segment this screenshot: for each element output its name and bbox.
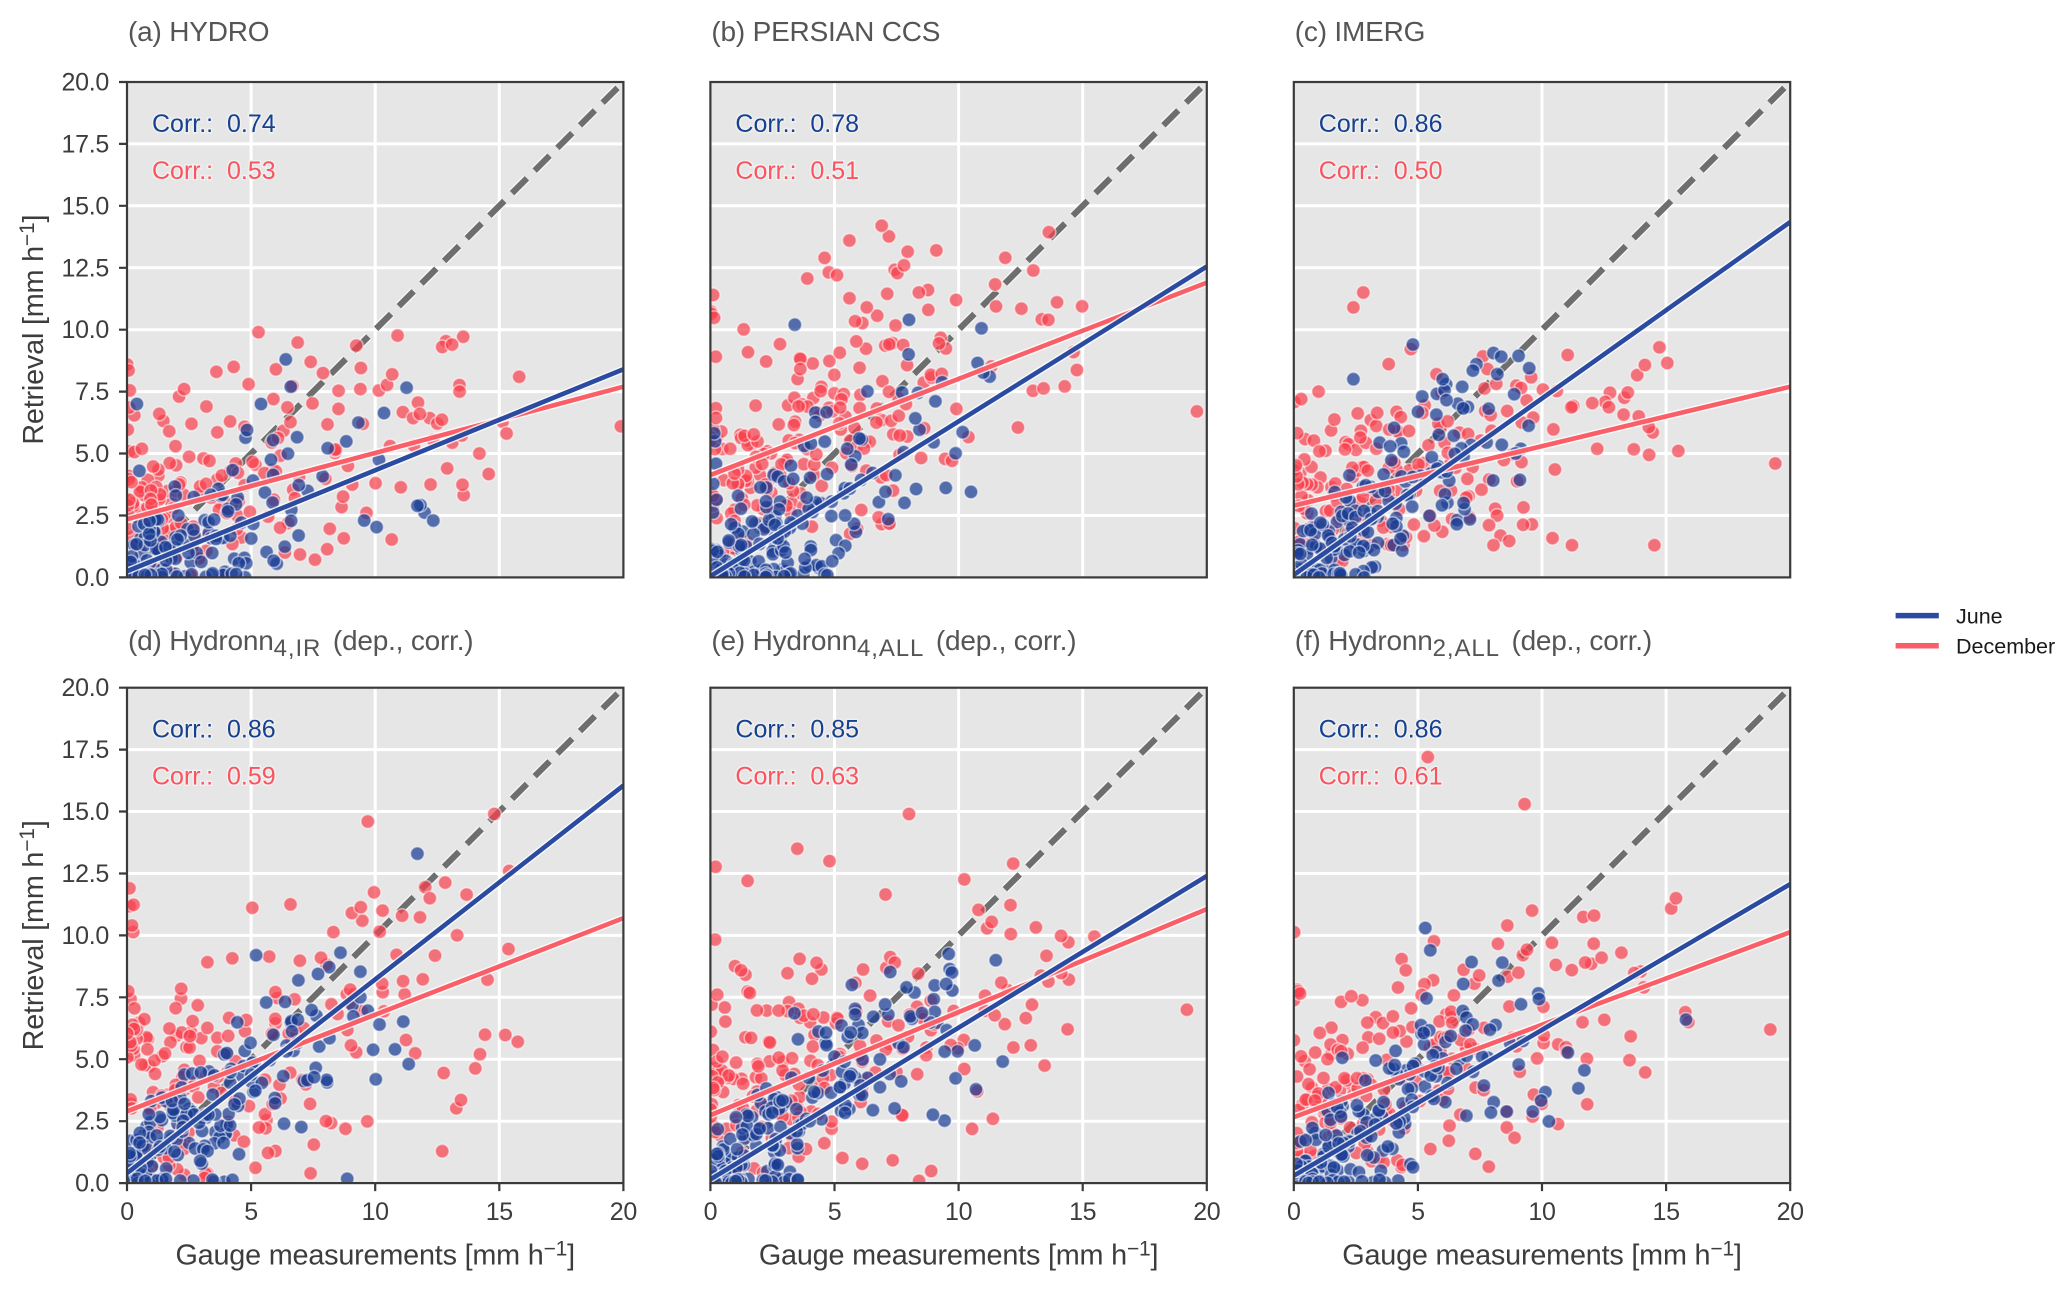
svg-text:5: 5 <box>1411 1198 1425 1226</box>
svg-text:10.0: 10.0 <box>62 922 109 950</box>
svg-text:Corr.: 0.78: Corr.: 0.78 <box>735 110 859 138</box>
svg-text:0: 0 <box>1287 1198 1301 1226</box>
svg-text:7.5: 7.5 <box>75 984 109 1012</box>
svg-text:Corr.: 0.85: Corr.: 0.85 <box>735 716 859 744</box>
svg-text:20.0: 20.0 <box>62 674 109 702</box>
svg-text:Retrieval [mm h−1]: Retrieval [mm h−1] <box>16 820 50 1050</box>
svg-text:June: June <box>1956 605 2003 629</box>
svg-text:0.0: 0.0 <box>75 564 109 592</box>
svg-text:17.5: 17.5 <box>62 736 109 764</box>
svg-text:10.0: 10.0 <box>62 316 109 344</box>
svg-text:15: 15 <box>1069 1198 1096 1226</box>
svg-text:Corr.: 0.74: Corr.: 0.74 <box>152 110 276 138</box>
svg-text:(d) Hydronn4,IR (dep., corr.): (d) Hydronn4,IR (dep., corr.) <box>128 625 473 662</box>
svg-text:15.0: 15.0 <box>62 192 109 220</box>
svg-text:0.0: 0.0 <box>75 1170 109 1198</box>
svg-text:December: December <box>1956 635 2055 659</box>
svg-text:20: 20 <box>1777 1198 1804 1226</box>
svg-text:20: 20 <box>1193 1198 1220 1226</box>
svg-text:(e) Hydronn4,ALL (dep., corr.): (e) Hydronn4,ALL (dep., corr.) <box>711 625 1076 662</box>
svg-text:Corr.: 0.86: Corr.: 0.86 <box>1319 716 1443 744</box>
svg-text:5: 5 <box>244 1198 258 1226</box>
svg-text:15.0: 15.0 <box>62 798 109 826</box>
svg-text:12.5: 12.5 <box>62 254 109 282</box>
svg-text:0: 0 <box>120 1198 134 1226</box>
svg-text:Gauge measurements [mm h−1]: Gauge measurements [mm h−1] <box>175 1238 574 1272</box>
svg-text:Gauge measurements [mm h−1]: Gauge measurements [mm h−1] <box>759 1238 1158 1272</box>
svg-text:17.5: 17.5 <box>62 130 109 158</box>
svg-text:(b) PERSIAN CCS: (b) PERSIAN CCS <box>711 16 940 47</box>
svg-text:Corr.: 0.61: Corr.: 0.61 <box>1319 763 1443 791</box>
svg-text:7.5: 7.5 <box>75 378 109 406</box>
svg-text:(c) IMERG: (c) IMERG <box>1295 16 1425 47</box>
svg-text:0: 0 <box>704 1198 718 1226</box>
svg-text:15: 15 <box>1652 1198 1679 1226</box>
svg-text:Corr.: 0.63: Corr.: 0.63 <box>735 763 859 791</box>
svg-text:5.0: 5.0 <box>75 440 109 468</box>
svg-text:Gauge measurements [mm h−1]: Gauge measurements [mm h−1] <box>1342 1238 1741 1272</box>
svg-text:2.5: 2.5 <box>75 502 109 530</box>
svg-text:20: 20 <box>610 1198 637 1226</box>
svg-text:Corr.: 0.53: Corr.: 0.53 <box>152 157 276 185</box>
svg-text:Corr.: 0.86: Corr.: 0.86 <box>1319 110 1443 138</box>
svg-text:12.5: 12.5 <box>62 860 109 888</box>
svg-text:Corr.: 0.86: Corr.: 0.86 <box>152 716 276 744</box>
svg-text:15: 15 <box>486 1198 513 1226</box>
svg-text:Retrieval [mm h−1]: Retrieval [mm h−1] <box>16 215 50 445</box>
svg-text:20.0: 20.0 <box>62 69 109 97</box>
svg-text:Corr.: 0.50: Corr.: 0.50 <box>1319 157 1443 185</box>
svg-text:10: 10 <box>362 1198 389 1226</box>
svg-text:10: 10 <box>945 1198 972 1226</box>
svg-text:Corr.: 0.59: Corr.: 0.59 <box>152 763 276 791</box>
svg-text:Corr.: 0.51: Corr.: 0.51 <box>735 157 859 185</box>
svg-text:10: 10 <box>1528 1198 1555 1226</box>
svg-text:2.5: 2.5 <box>75 1108 109 1136</box>
svg-text:(a) HYDRO: (a) HYDRO <box>128 16 269 47</box>
svg-text:5: 5 <box>828 1198 842 1226</box>
svg-text:5.0: 5.0 <box>75 1046 109 1074</box>
